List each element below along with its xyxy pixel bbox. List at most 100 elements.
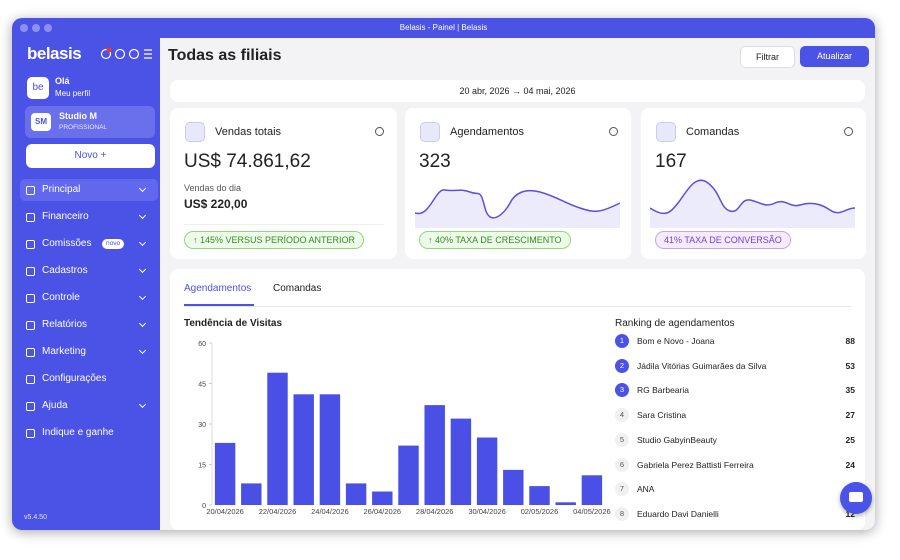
chevron <box>138 238 147 247</box>
card-value: 323 <box>419 151 451 172</box>
rank-name: ANA <box>637 484 655 495</box>
info-icon[interactable] <box>375 127 384 136</box>
notification-icon[interactable] <box>100 48 112 60</box>
rank-name: Gabriela Perez Battisti Ferreira <box>637 459 754 470</box>
menu-label: Cadastros <box>42 265 88 276</box>
new-button[interactable]: Novo + <box>26 144 155 168</box>
bar <box>214 442 236 505</box>
card-icon <box>656 122 676 142</box>
rank-name: Jádila Vitórias Guimarães da Silva <box>637 360 767 371</box>
bar <box>476 437 498 505</box>
menu-icon <box>26 240 35 249</box>
menu-item[interactable]: Marketing <box>20 341 158 363</box>
logo[interactable]: belasis <box>27 44 82 63</box>
menu-icon <box>26 294 35 303</box>
menu-icon[interactable] <box>144 49 152 59</box>
bar <box>503 469 524 505</box>
rank-count: 27 <box>845 410 855 421</box>
tab-divider <box>184 306 851 307</box>
menu-label: Principal <box>42 184 81 195</box>
chevron <box>138 400 147 409</box>
studio-selector[interactable]: SM Studio M PROFISSIONAL <box>25 106 155 138</box>
rank-number: 3 <box>615 383 629 398</box>
studio-name: Studio M <box>59 111 97 121</box>
rank-name: Studio GabyinBeauty <box>637 434 717 445</box>
menu-item[interactable]: Comissões novo <box>20 233 158 255</box>
studio-initials: SM <box>31 113 51 131</box>
menu-icon <box>26 375 35 384</box>
bar <box>267 372 288 505</box>
activity-icon[interactable] <box>114 48 126 60</box>
card-divider <box>184 224 384 225</box>
date-range[interactable]: 20 abr, 2026 → 04 mai, 2026 <box>170 80 865 102</box>
ranking-row: 3 RG Barbearia 35 <box>615 380 855 400</box>
window-title: Belasis - Painel | Belasis <box>399 23 488 32</box>
help-icon[interactable] <box>128 48 140 60</box>
card-title: Vendas totais <box>215 126 282 138</box>
menu-label: Comissões <box>42 238 92 249</box>
card-value: US$ 74.861,62 <box>184 151 311 172</box>
card-icon <box>185 122 205 142</box>
menu-item[interactable]: Indique e ganhe <box>20 422 158 444</box>
menu-label: Indique e ganhe <box>42 427 114 438</box>
refresh-button[interactable]: Atualizar <box>800 46 869 67</box>
title-bar: Belasis - Painel | Belasis <box>12 18 875 38</box>
menu-item[interactable]: Cadastros <box>20 260 158 282</box>
greeting: Olá <box>55 76 70 86</box>
rank-name: Bom e Novo - Joana <box>637 336 715 346</box>
card-badge: 41% TAXA DE CONVERSÃO <box>655 231 791 249</box>
version: v5.4.50 <box>24 514 47 521</box>
rank-name: Eduardo Davi Danielli <box>637 508 719 519</box>
rank-number: 1 <box>615 334 629 348</box>
rank-count: 24 <box>845 459 855 470</box>
menu-icon <box>26 402 35 411</box>
tab[interactable]: Comandas <box>273 283 322 294</box>
y-tick-label: 30 <box>198 422 206 429</box>
menu-label: Relatórios <box>42 319 88 330</box>
menu-badge: novo <box>102 239 125 249</box>
window-button[interactable] <box>20 24 28 32</box>
page-title: Todas as filiais <box>168 47 282 64</box>
bar <box>424 405 445 505</box>
chat-button[interactable] <box>840 482 872 514</box>
bar <box>372 491 393 505</box>
info-icon[interactable] <box>609 127 618 136</box>
tab-panel: Agendamentos Comandas Tendência de Visita… <box>170 269 865 530</box>
rank-number: 2 <box>615 358 629 373</box>
y-tick-label: 0 <box>202 503 206 510</box>
profile-link[interactable]: Meu perfil <box>55 89 91 98</box>
filter-button[interactable]: Filtrar <box>740 46 795 68</box>
sparkline <box>415 189 621 228</box>
menu-item[interactable]: Principal <box>20 179 158 201</box>
avatar[interactable]: be <box>27 77 49 99</box>
menu-item[interactable]: Financeiro <box>20 206 158 228</box>
ranking-row: 2 Jádila Vitórias Guimarães da Silva 53 <box>615 356 855 376</box>
menu-icon <box>26 429 35 438</box>
y-tick-label: 45 <box>198 382 206 389</box>
window-button[interactable] <box>32 24 40 32</box>
menu-item[interactable]: Ajuda <box>20 395 158 417</box>
card-badge: ↑ 145% VERSUS PERÍODO ANTERIOR <box>184 231 365 249</box>
sparkline <box>650 179 856 228</box>
tab[interactable]: Agendamentos <box>184 283 252 294</box>
y-tick-label: 15 <box>198 463 206 470</box>
ranking-row: 6 Gabriela Perez Battisti Ferreira 24 <box>615 455 855 475</box>
window-button[interactable] <box>44 24 52 32</box>
rank-count: 88 <box>845 336 855 346</box>
menu-item[interactable]: Configurações <box>20 368 158 390</box>
menu-item[interactable]: Relatórios <box>20 314 158 336</box>
chevron <box>138 319 147 328</box>
sidebar: belasis be Olá Meu perfil SM Studio M PR… <box>12 38 160 530</box>
bar <box>450 418 472 505</box>
rank-number: 8 <box>615 506 629 521</box>
chevron <box>138 211 147 220</box>
ranking-row: 4 Sara Cristina 27 <box>615 405 855 425</box>
info-icon[interactable] <box>844 127 853 136</box>
bar <box>345 483 367 505</box>
stat-card: Vendas totais US$ 74.861,62 Vendas do dia U… <box>170 108 397 259</box>
menu-item[interactable]: Controle <box>20 287 158 309</box>
bar-chart: 0 15 30 45 60 20/04/2026 22/04/2026 24/04/2026 2… <box>198 341 611 516</box>
chevron <box>138 184 147 193</box>
stat-card: Comandas 167 41% TAXA DE CONVERSÃO <box>641 108 866 259</box>
x-tick-label: 04/05/2026 <box>573 507 611 516</box>
